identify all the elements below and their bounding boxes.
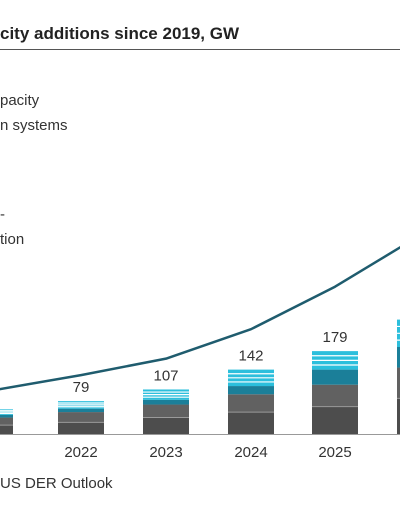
bar-2026-segment-teal — [397, 347, 400, 368]
bar-total-label-2024: 142 — [238, 348, 263, 365]
title-underline — [0, 49, 400, 50]
bar-2022-segment-middle — [58, 412, 104, 423]
legend-label-2: n systems — [0, 117, 68, 134]
x-tick-label-2025: 2025 — [318, 444, 351, 461]
bar-2023-segment-teal — [143, 399, 189, 405]
legend-label-1: pacity — [0, 92, 40, 109]
bar-total-label-2022: 79 — [73, 379, 90, 396]
bar-2021-segment-bottom — [0, 425, 13, 434]
bar-2026-segment-bottom — [397, 398, 400, 434]
bar-2023-segment-middle — [143, 404, 189, 418]
bar-2022-segment-teal — [58, 408, 104, 413]
source-note: US DER Outlook — [0, 475, 113, 492]
legend-label-4: tion — [0, 231, 25, 248]
x-tick-label-2022: 2022 — [64, 444, 97, 461]
bar-2026-segment-middle — [397, 367, 400, 399]
bar-2024-segment-middle — [228, 394, 274, 413]
trend-line — [0, 245, 400, 391]
legend-label-3: - — [0, 206, 5, 223]
bar-2025-segment-bottom — [312, 406, 358, 434]
x-tick-label-2024: 2024 — [234, 444, 267, 461]
bar-2025-segment-middle — [312, 384, 358, 407]
x-tick-label-2023: 2023 — [149, 444, 182, 461]
bar-total-label-2023: 107 — [153, 367, 178, 384]
bar-2025-segment-teal — [312, 369, 358, 385]
bar-total-label-2025: 179 — [322, 329, 347, 346]
bar-2022-segment-bottom — [58, 422, 104, 434]
chart-title: city additions since 2019, GW — [0, 24, 240, 43]
bar-2023-segment-bottom — [143, 417, 189, 434]
bar-2021-segment-middle — [0, 417, 13, 426]
bar-2024-segment-bottom — [228, 412, 274, 434]
bar-2021-segment-teal — [0, 414, 13, 418]
bar-2024-segment-teal — [228, 386, 274, 395]
